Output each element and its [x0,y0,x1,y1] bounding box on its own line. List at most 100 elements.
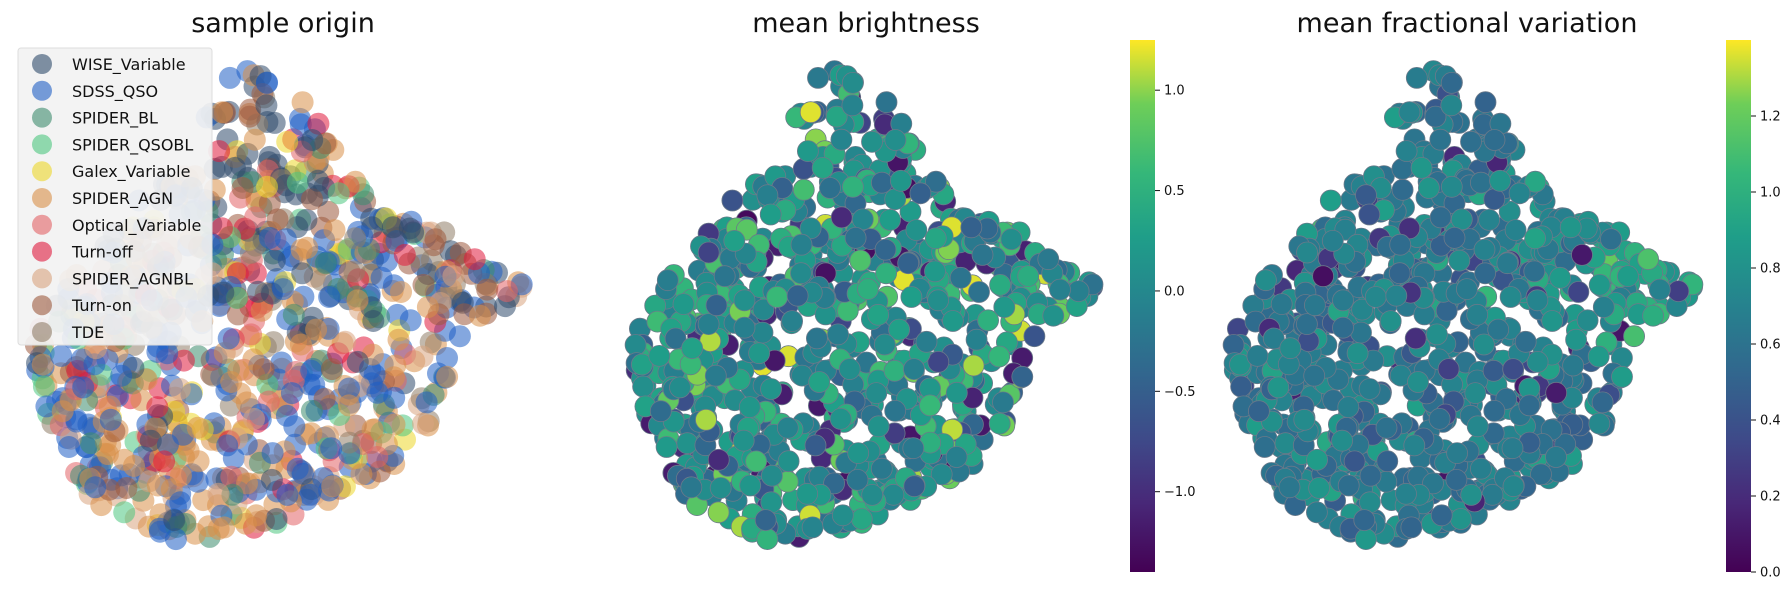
point-brightness [681,337,703,360]
point-brightness [830,206,853,229]
point-variation [1526,289,1549,312]
point-brightness [807,67,829,89]
legend-label: SPIDER_AGN [72,189,173,209]
point-turn-on [266,208,289,231]
colorbar-variation [1726,40,1751,572]
point-brightness [672,293,695,316]
point-variation [1395,140,1418,163]
point-brightness [971,243,994,266]
point-sdss-qso [216,434,239,457]
point-variation [1571,243,1593,266]
point-spider-agn [220,371,243,393]
panel1-scatter [24,60,533,551]
point-sdss-qso [283,415,306,438]
point-tde [310,269,333,291]
point-brightness [632,375,654,398]
point-spider-bl [300,399,323,422]
point-sdss-qso [156,433,179,456]
point-brightness [884,188,907,211]
point-variation [1376,450,1399,473]
point-spider-agnbl [243,407,265,430]
point-variation [1530,463,1552,486]
point-brightness [1011,365,1034,388]
point-wise-variable [307,169,329,192]
point-tde [338,431,361,454]
point-sdss-qso [320,437,343,460]
point-sdss-qso [50,344,73,367]
point-variation [1460,483,1483,506]
colorbar-variation-tick-label: 0.2 [1760,490,1781,505]
legend-label: SDSS_QSO [72,82,158,102]
point-brightness [1037,248,1060,271]
point-variation [1278,476,1301,499]
point-turn-on [412,273,435,296]
point-wise-variable [362,310,385,332]
point-brightness [867,303,890,326]
point-sdss-qso [99,408,122,431]
point-variation [1308,477,1330,499]
point-variation [1473,238,1496,261]
point-brightness [804,434,827,457]
point-turn-off [208,140,231,163]
point-spider-agn [337,394,360,417]
point-variation [1400,516,1423,539]
point-variation [1267,376,1290,399]
point-sdss-qso [286,457,309,480]
point-spider-qsobl [113,501,136,524]
point-brightness [849,249,872,272]
point-brightness [786,284,809,307]
point-brightness [760,378,782,400]
point-brightness [759,203,782,226]
point-wise-variable [263,249,286,272]
point-variation [1489,169,1511,192]
point-variation [1446,442,1468,465]
point-brightness [761,464,783,487]
point-variation [1353,509,1376,531]
point-variation [1246,344,1269,367]
point-optical-variable [240,323,263,346]
point-spider-agn [384,354,407,377]
point-spider-agn [291,91,314,114]
point-brightness [781,310,803,333]
point-brightness [857,278,879,301]
point-wise-variable [398,217,421,240]
point-spider-agn [187,450,210,473]
point-sdss-qso [217,327,240,350]
point-wise-variable [381,216,404,239]
point-brightness [905,219,928,242]
colorbar-variation-tick-label: 0.0 [1760,566,1781,581]
colorbar-brightness-tick-label: 0.5 [1164,184,1185,199]
panel3-scatter [1222,60,1704,550]
point-brightness [1049,278,1071,301]
point-brightness [968,281,990,303]
point-variation [1426,323,1448,346]
point-brightness [949,266,972,289]
colorbar-variation-tick-label: 0.4 [1760,414,1781,429]
point-variation [1545,381,1568,404]
point-brightness [680,476,703,499]
colorbar-variation-tick-label: 1.0 [1760,186,1781,201]
point-brightness [960,216,983,239]
point-sdss-qso [156,342,179,365]
point-brightness [884,399,907,422]
point-brightness [842,175,864,198]
legend: WISE_Variable SDSS_QSO SPIDER_BL SPIDER_QSO… [17,47,213,346]
point-spider-qsobl [286,171,309,194]
colorbar-brightness-tick-label: 0.0 [1164,284,1185,299]
point-brightness [883,359,906,382]
point-sdss-qso [383,386,406,409]
point-variation [1482,359,1505,382]
point-variation [1501,437,1524,460]
legend-label: WISE_Variable [72,55,186,75]
point-spider-agn [305,318,328,341]
point-sdss-qso [110,364,133,387]
point-brightness [909,182,932,205]
point-brightness [850,508,873,530]
point-variation [1526,350,1549,373]
point-brightness [873,333,896,356]
point-turn-off [172,349,195,372]
point-variation [1440,72,1463,94]
point-variation [1343,450,1366,473]
point-sdss-qso [218,66,241,89]
